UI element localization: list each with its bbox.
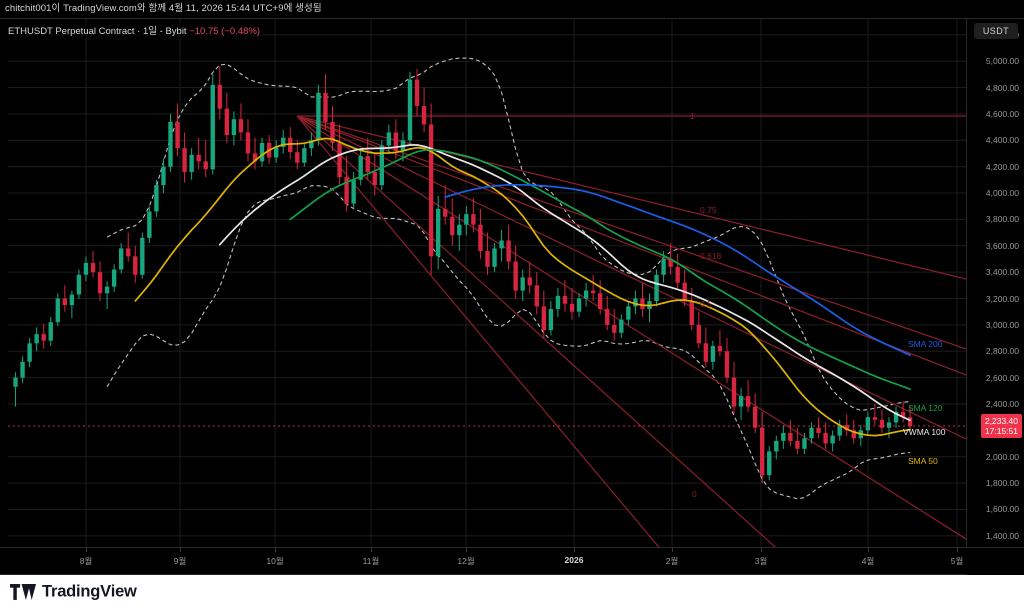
price-tick: 5,000.00 (985, 56, 1019, 67)
grid-lines (8, 19, 966, 549)
ma-label-sma-120[interactable]: SMA 120 (908, 403, 943, 413)
price-tick: 1,800.00 (985, 478, 1019, 489)
price-tick: 3,800.00 (985, 214, 1019, 225)
tradingview-mark-icon (10, 584, 36, 600)
chart-frame: ETHUSDT Perpetual Contract · 1일 - Bybit … (0, 18, 1024, 576)
moving-average-lines (134, 137, 911, 437)
fib-level-label[interactable]: 0 (692, 489, 697, 499)
time-tick-separator (180, 548, 181, 552)
price-chart-svg (8, 19, 966, 549)
price-tick: 4,200.00 (985, 161, 1019, 172)
time-tick-separator (275, 548, 276, 552)
time-tick: 4월 (861, 556, 875, 566)
price-tick: 3,400.00 (985, 267, 1019, 278)
time-tick: 11월 (362, 556, 380, 566)
price-tick: 3,200.00 (985, 293, 1019, 304)
price-tick: 1,400.00 (985, 530, 1019, 541)
fib-level-label[interactable]: 0.75 (700, 205, 717, 215)
time-tick: 10월 (266, 556, 284, 566)
currency-badge[interactable]: USDT (973, 23, 1018, 39)
price-tick: 4,600.00 (985, 108, 1019, 119)
time-tick-separator (86, 548, 87, 552)
footer-bar: TradingView (0, 575, 1024, 609)
price-tick: 4,000.00 (985, 188, 1019, 199)
time-tick-separator (466, 548, 467, 552)
time-tick: 9월 (173, 556, 187, 566)
ma-label-sma-50[interactable]: SMA 50 (908, 456, 938, 466)
chart-legend[interactable]: ETHUSDT Perpetual Contract · 1일 - Bybit … (5, 22, 263, 38)
price-tick: 2,400.00 (985, 398, 1019, 409)
time-tick-separator (574, 548, 575, 552)
time-tick: 2월 (665, 556, 679, 566)
time-tick-separator (868, 548, 869, 552)
ma-label-sma-200[interactable]: SMA 200 (908, 339, 943, 349)
price-tick: 2,600.00 (985, 372, 1019, 383)
time-tick: 5월 (950, 556, 964, 566)
time-tick-separator (957, 548, 958, 552)
price-tick: 1,600.00 (985, 504, 1019, 515)
legend-change: −10.75 (−0.48%) (189, 26, 260, 37)
time-tick: 8월 (79, 556, 93, 566)
legend-symbol: ETHUSDT Perpetual Contract · 1일 - Bybit (8, 26, 187, 37)
tradingview-logo[interactable]: TradingView (10, 583, 137, 602)
price-axis[interactable]: 5,200.005,000.004,800.004,600.004,400.00… (966, 19, 1024, 576)
bollinger-bands (106, 57, 911, 500)
price-tick: 3,600.00 (985, 240, 1019, 251)
fib-level-label[interactable]: 0.5 (700, 299, 712, 309)
time-tick: 12월 (457, 556, 475, 566)
fib-level-label[interactable]: 1 (690, 111, 695, 121)
time-tick-separator (371, 548, 372, 552)
fib-level-label[interactable]: 0.618 (700, 251, 722, 261)
ma-label-vwma-100[interactable]: VWMA 100 (903, 427, 946, 437)
time-tick: 3월 (754, 556, 768, 566)
last-price-time: 17:15:51 (984, 425, 1018, 436)
time-tick: 2026 (564, 555, 584, 565)
candlestick-series (13, 66, 913, 484)
fib-fan-lines (296, 115, 966, 549)
plot-area[interactable] (8, 19, 966, 549)
time-tick-separator (672, 548, 673, 552)
tradingview-wordmark: TradingView (42, 582, 137, 601)
price-tick: 2,000.00 (985, 451, 1019, 462)
price-tick: 4,400.00 (985, 135, 1019, 146)
price-tick: 4,800.00 (985, 82, 1019, 93)
time-axis[interactable]: 8월 9월 10월 11월 12월 2026 2월 3월 4월 5월 (0, 547, 1024, 574)
last-price-value: 2,233.40 (984, 415, 1018, 426)
price-tick: 3,000.00 (985, 319, 1019, 330)
last-price-tag[interactable]: 2,233.40 17:15:51 (980, 413, 1022, 438)
attribution-bar: chitchit001이 TradingView.com와 함께 4월 11, … (0, 0, 1024, 18)
time-tick-separator (761, 548, 762, 552)
price-tick: 2,800.00 (985, 346, 1019, 357)
